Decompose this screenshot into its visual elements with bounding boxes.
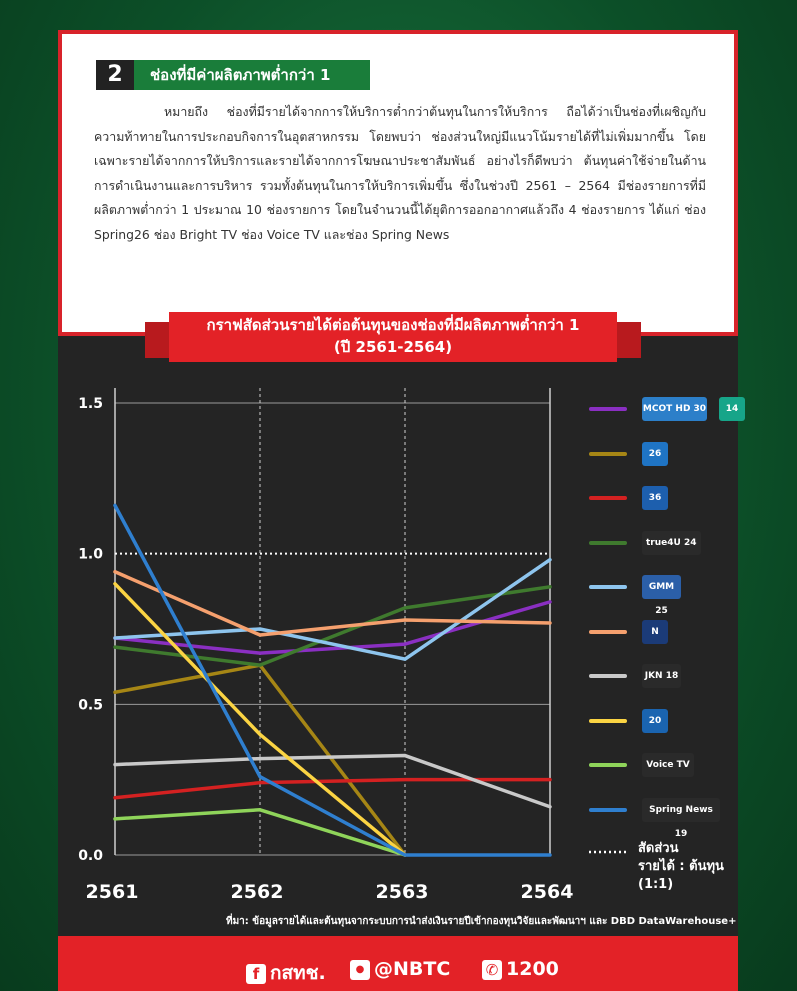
channel-logo: MCOT HD 30 [642,397,707,421]
footer-facebook[interactable]: f กสทช. [246,958,326,988]
x-tick-label: 2562 [231,881,284,903]
x-tick-label: 2561 [86,881,139,903]
legend-swatch [589,718,627,723]
section-paragraph: หมายถึง ช่องที่มีรายได้จากการให้บริการต่… [94,104,706,242]
line-icon: ● [350,959,370,980]
legend-swatch [589,629,627,634]
y-tick-label: 0.0 [78,848,103,864]
section-number: 2 [96,60,134,90]
reference-label-line3: (1:1) [638,877,673,892]
channel-logo: GMM 25 [642,575,681,616]
chart-title-line2: (ปี 2561-2564) [333,338,453,356]
channel-logo: 26 [642,441,668,466]
footer-line[interactable]: ● @NBTC [350,958,450,980]
footer-phone[interactable]: ✆ 1200 [482,958,559,980]
channel-logo: JKN 18 [642,664,681,688]
series-line [113,569,552,637]
legend-swatch [589,585,627,589]
series-line [113,585,552,667]
chart-title-banner: กราฟสัดส่วนรายได้ต่อต้นทุนของช่องที่มีผล… [169,312,617,362]
facebook-icon: f [246,963,266,984]
chart-title-line1: กราฟสัดส่วนรายได้ต่อต้นทุนของช่องที่มีผล… [206,316,580,334]
y-tick-label: 1.5 [78,396,103,412]
footer-phone-label: 1200 [506,958,559,980]
legend-swatch [589,407,627,411]
series-line [113,557,552,661]
series-line [113,753,552,809]
reference-label-line2: รายได้ : ต้นทุน [638,857,724,874]
section-title: ช่องที่มีค่าผลิตภาพต่ำกว่า 1 [134,60,370,90]
channel-logo: true4U 24 [642,530,701,555]
series-line [113,808,407,857]
series-line [113,503,552,857]
legend-swatch [589,763,627,767]
legend-swatch [589,807,627,812]
channel-logo: Voice TV [642,753,694,777]
phone-icon: ✆ [482,959,502,980]
y-tick-label: 0.5 [78,697,103,713]
x-tick-label: 2564 [521,881,574,903]
channel-logo: N [642,619,668,644]
chart-source: ที่มา: ข้อมูลรายได้และต้นทุนจากระบบการนำ… [226,916,737,927]
legend-swatch [589,540,627,545]
footer-facebook-label: กสทช. [270,962,326,984]
channel-logo: 36 [642,486,668,510]
series-line [113,582,407,857]
footer-bar [58,936,738,991]
channel-logo: 14 [719,397,745,421]
legend-swatch [589,451,627,456]
legend-swatch [589,674,627,678]
footer-line-label: @NBTC [374,958,451,980]
y-tick-label: 1.0 [78,547,103,563]
channel-logo: Spring News 19 [642,797,720,839]
legend-swatch [589,496,627,500]
reference-label-line1: สัดส่วน [638,841,679,856]
x-tick-label: 2563 [376,881,429,903]
channel-logo: 20 [642,708,668,733]
